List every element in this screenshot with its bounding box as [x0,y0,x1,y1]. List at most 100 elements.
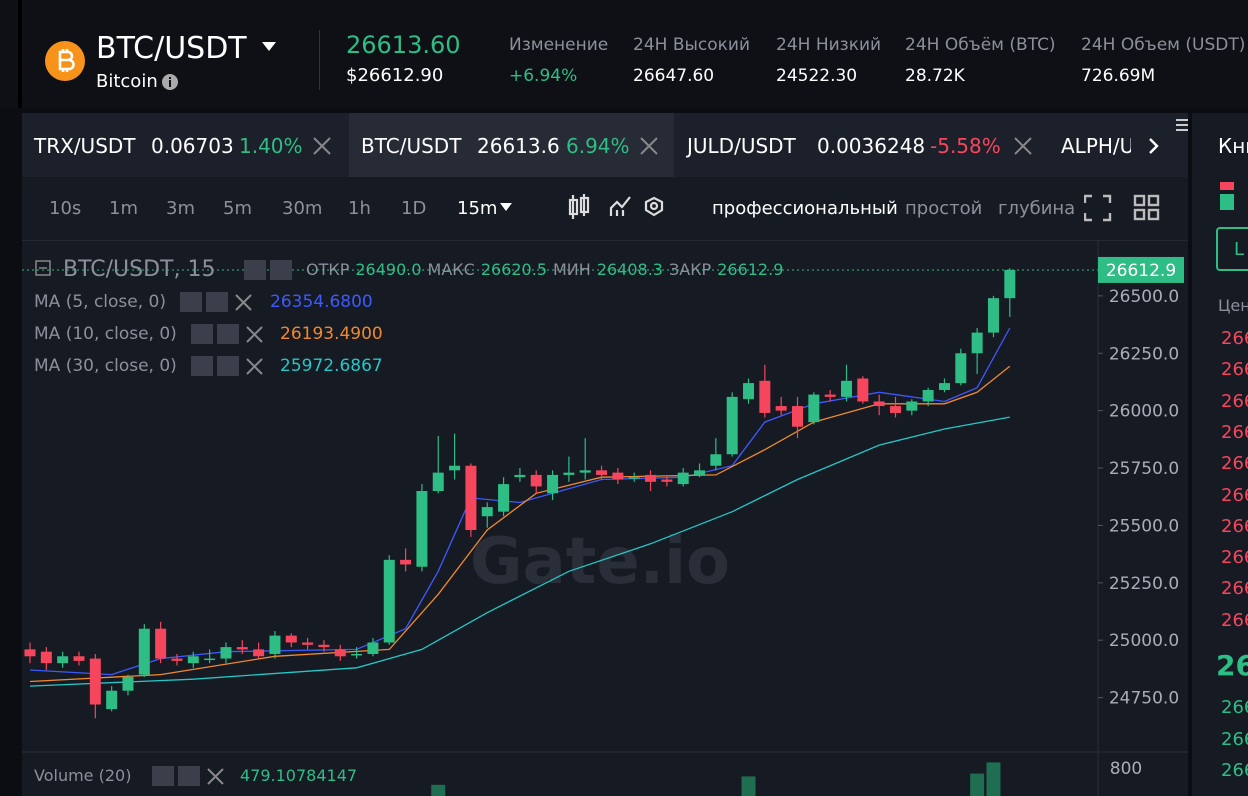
column-header: Цен [1218,296,1248,315]
candle-body [955,353,967,384]
candle-body [824,394,836,397]
candle-body [628,477,640,479]
ask-price: 266 [1221,328,1248,349]
volume-icons[interactable] [152,766,230,788]
stat-label: 24H Объём (BTC) [905,35,1056,55]
candle-body [1004,269,1016,299]
collapse-icon[interactable] [35,260,51,276]
interval-selected[interactable]: 15m [457,198,498,219]
volume-tick-label: 800 [1110,759,1142,779]
chart-mode[interactable]: профессиональный [712,198,898,219]
tab-next[interactable] [1148,137,1160,155]
candle-body [596,470,608,475]
tab-pair[interactable]: JULD/USDT [687,134,796,158]
candle-body [759,380,771,413]
tab-close[interactable] [1014,137,1032,155]
stat-value: +6.94% [509,66,578,86]
candle-body [40,651,52,664]
interval[interactable]: 30m [282,198,323,219]
divider [18,0,22,108]
ohlc: ОТКР 26490.0 МАКС 26620.5 МИН 26408.3 ЗАКР 2661… [306,262,783,278]
y-tick-label: 25250.0 [1109,574,1179,594]
menu-icon[interactable] [1176,118,1188,134]
candle-body [253,649,265,657]
interval[interactable]: 10s [49,198,82,219]
bid-price: 266 [1221,697,1248,718]
ask-price: 266 [1221,547,1248,569]
candle-body [694,470,706,475]
stat-label: 24H Объем (USDT) [1081,35,1246,55]
volume-bar [986,762,1001,796]
stat-label: 24H Низкий [776,35,882,55]
candle-body [122,676,134,691]
candle-body [498,484,510,512]
candle-body [57,656,69,664]
ma-icons[interactable] [191,356,267,378]
volume-label: Volume (20) [34,766,132,785]
chart: Gate.io 24750.0 25000.0 25250.0 25500.0 25750… [22,241,1188,796]
interval[interactable]: 1D [401,198,427,219]
orderbook-panel [1192,113,1248,796]
last-price: 26613.60 [346,31,461,59]
candle-body [285,635,297,643]
ohlc-value: 26620.5 [480,260,547,279]
tab-price: 0.06703 [151,134,234,158]
y-tick-label: 25750.0 [1109,459,1179,479]
candle-body [73,656,85,661]
pair[interactable]: BTC/USDT [96,31,247,66]
candle-body [351,653,363,656]
dropdown-arrow[interactable] [262,42,276,52]
candle-body [367,642,379,654]
stat-label: Изменение [509,35,609,55]
candle-body [187,656,199,664]
interval[interactable]: 1h [348,198,371,219]
tab-pair[interactable]: ALPH/U [1061,136,1131,156]
ask-price: 266 [1221,453,1248,475]
tab-price: 0.0036248 [817,134,926,158]
interval[interactable]: 1m [109,198,138,219]
candle-body [563,472,575,475]
y-tick-label: 25000.0 [1109,631,1179,651]
stat-value: 26647.60 [633,66,715,86]
candle-body [24,649,36,657]
tab-pair[interactable]: TRX/USDT [34,134,136,158]
candle-body [792,406,804,427]
candle-body [236,647,248,650]
tab-close[interactable] [640,137,658,155]
info-icon[interactable] [161,73,179,91]
candle-body [906,401,918,411]
candle-body [710,454,722,466]
candle-body [889,406,901,413]
tab-pair[interactable]: BTC/USDT [361,134,462,158]
bid-price: 266 [1221,728,1248,750]
y-tick-label: 24750.0 [1109,689,1179,709]
y-tick-label: 26500.0 [1109,287,1179,307]
ma-icons[interactable] [180,292,256,314]
layout-tools[interactable] [1084,194,1164,222]
volume-bar [741,776,756,796]
candle-body [808,394,820,423]
interval[interactable]: 5m [223,198,252,219]
ma-label: MA (10, close, 0) [34,324,177,344]
ma-value: 26354.6800 [270,292,373,312]
panel-button[interactable]: L [1216,227,1248,271]
ohlc-value: 26408.3 [596,260,663,279]
candle-body [547,474,559,494]
legend-icons[interactable] [244,260,296,280]
candle-body [400,559,412,565]
candle-body [383,559,395,643]
chart-mode[interactable]: простой [905,198,983,219]
ma-icons[interactable] [191,324,267,346]
chart-tools[interactable] [566,194,676,222]
interval[interactable]: 3m [166,198,195,219]
volume-bar [970,773,985,796]
tab-price: 26613.6 [477,134,560,158]
candle-body [514,474,526,478]
chart-mode[interactable]: глубина [998,198,1076,219]
book-mode-icon[interactable] [1220,182,1234,212]
tab-close[interactable] [313,137,331,155]
divider [22,240,1188,241]
interval-arrow[interactable] [500,203,514,213]
candle-body [938,383,950,390]
last-price-tag [1098,256,1184,283]
